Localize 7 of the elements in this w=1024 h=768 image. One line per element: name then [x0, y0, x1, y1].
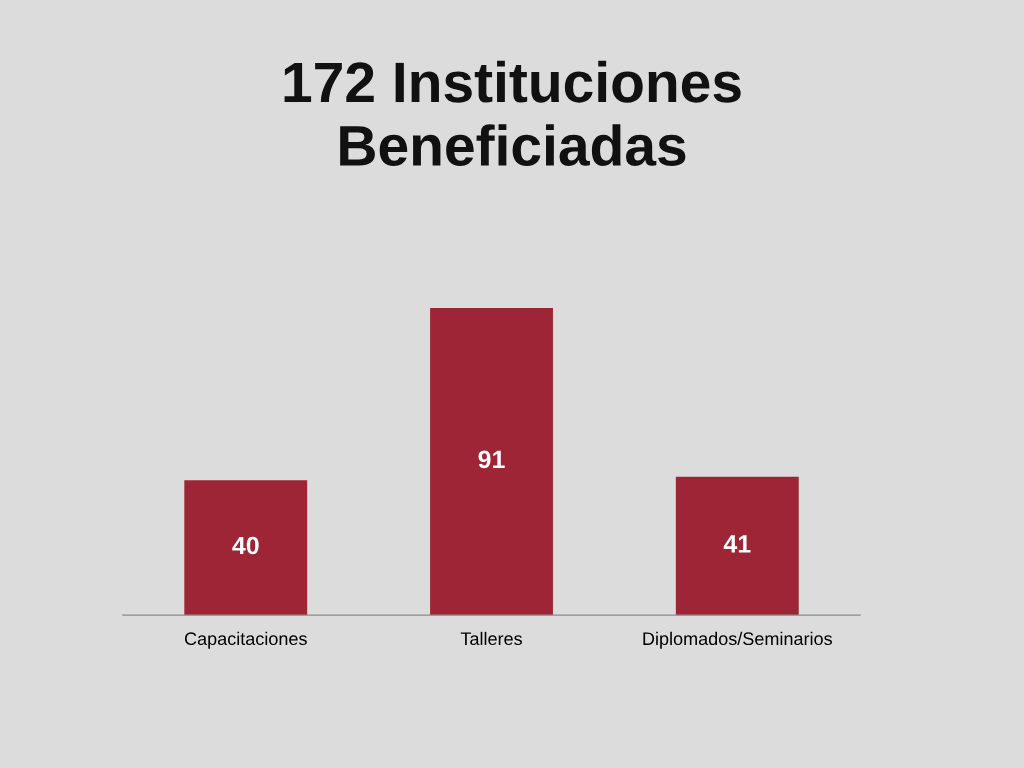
data-label: 41 — [723, 535, 751, 553]
x-tick-label: Diplomados/Seminarios — [643, 631, 832, 649]
x-tick-label: Capacitaciones — [184, 631, 307, 649]
chart-title: 172 Instituciones Beneficiadas — [284, 60, 741, 167]
data-label: 91 — [478, 450, 505, 469]
data-label: 40 — [232, 536, 259, 555]
x-tick-label: Talleres — [460, 631, 522, 646]
